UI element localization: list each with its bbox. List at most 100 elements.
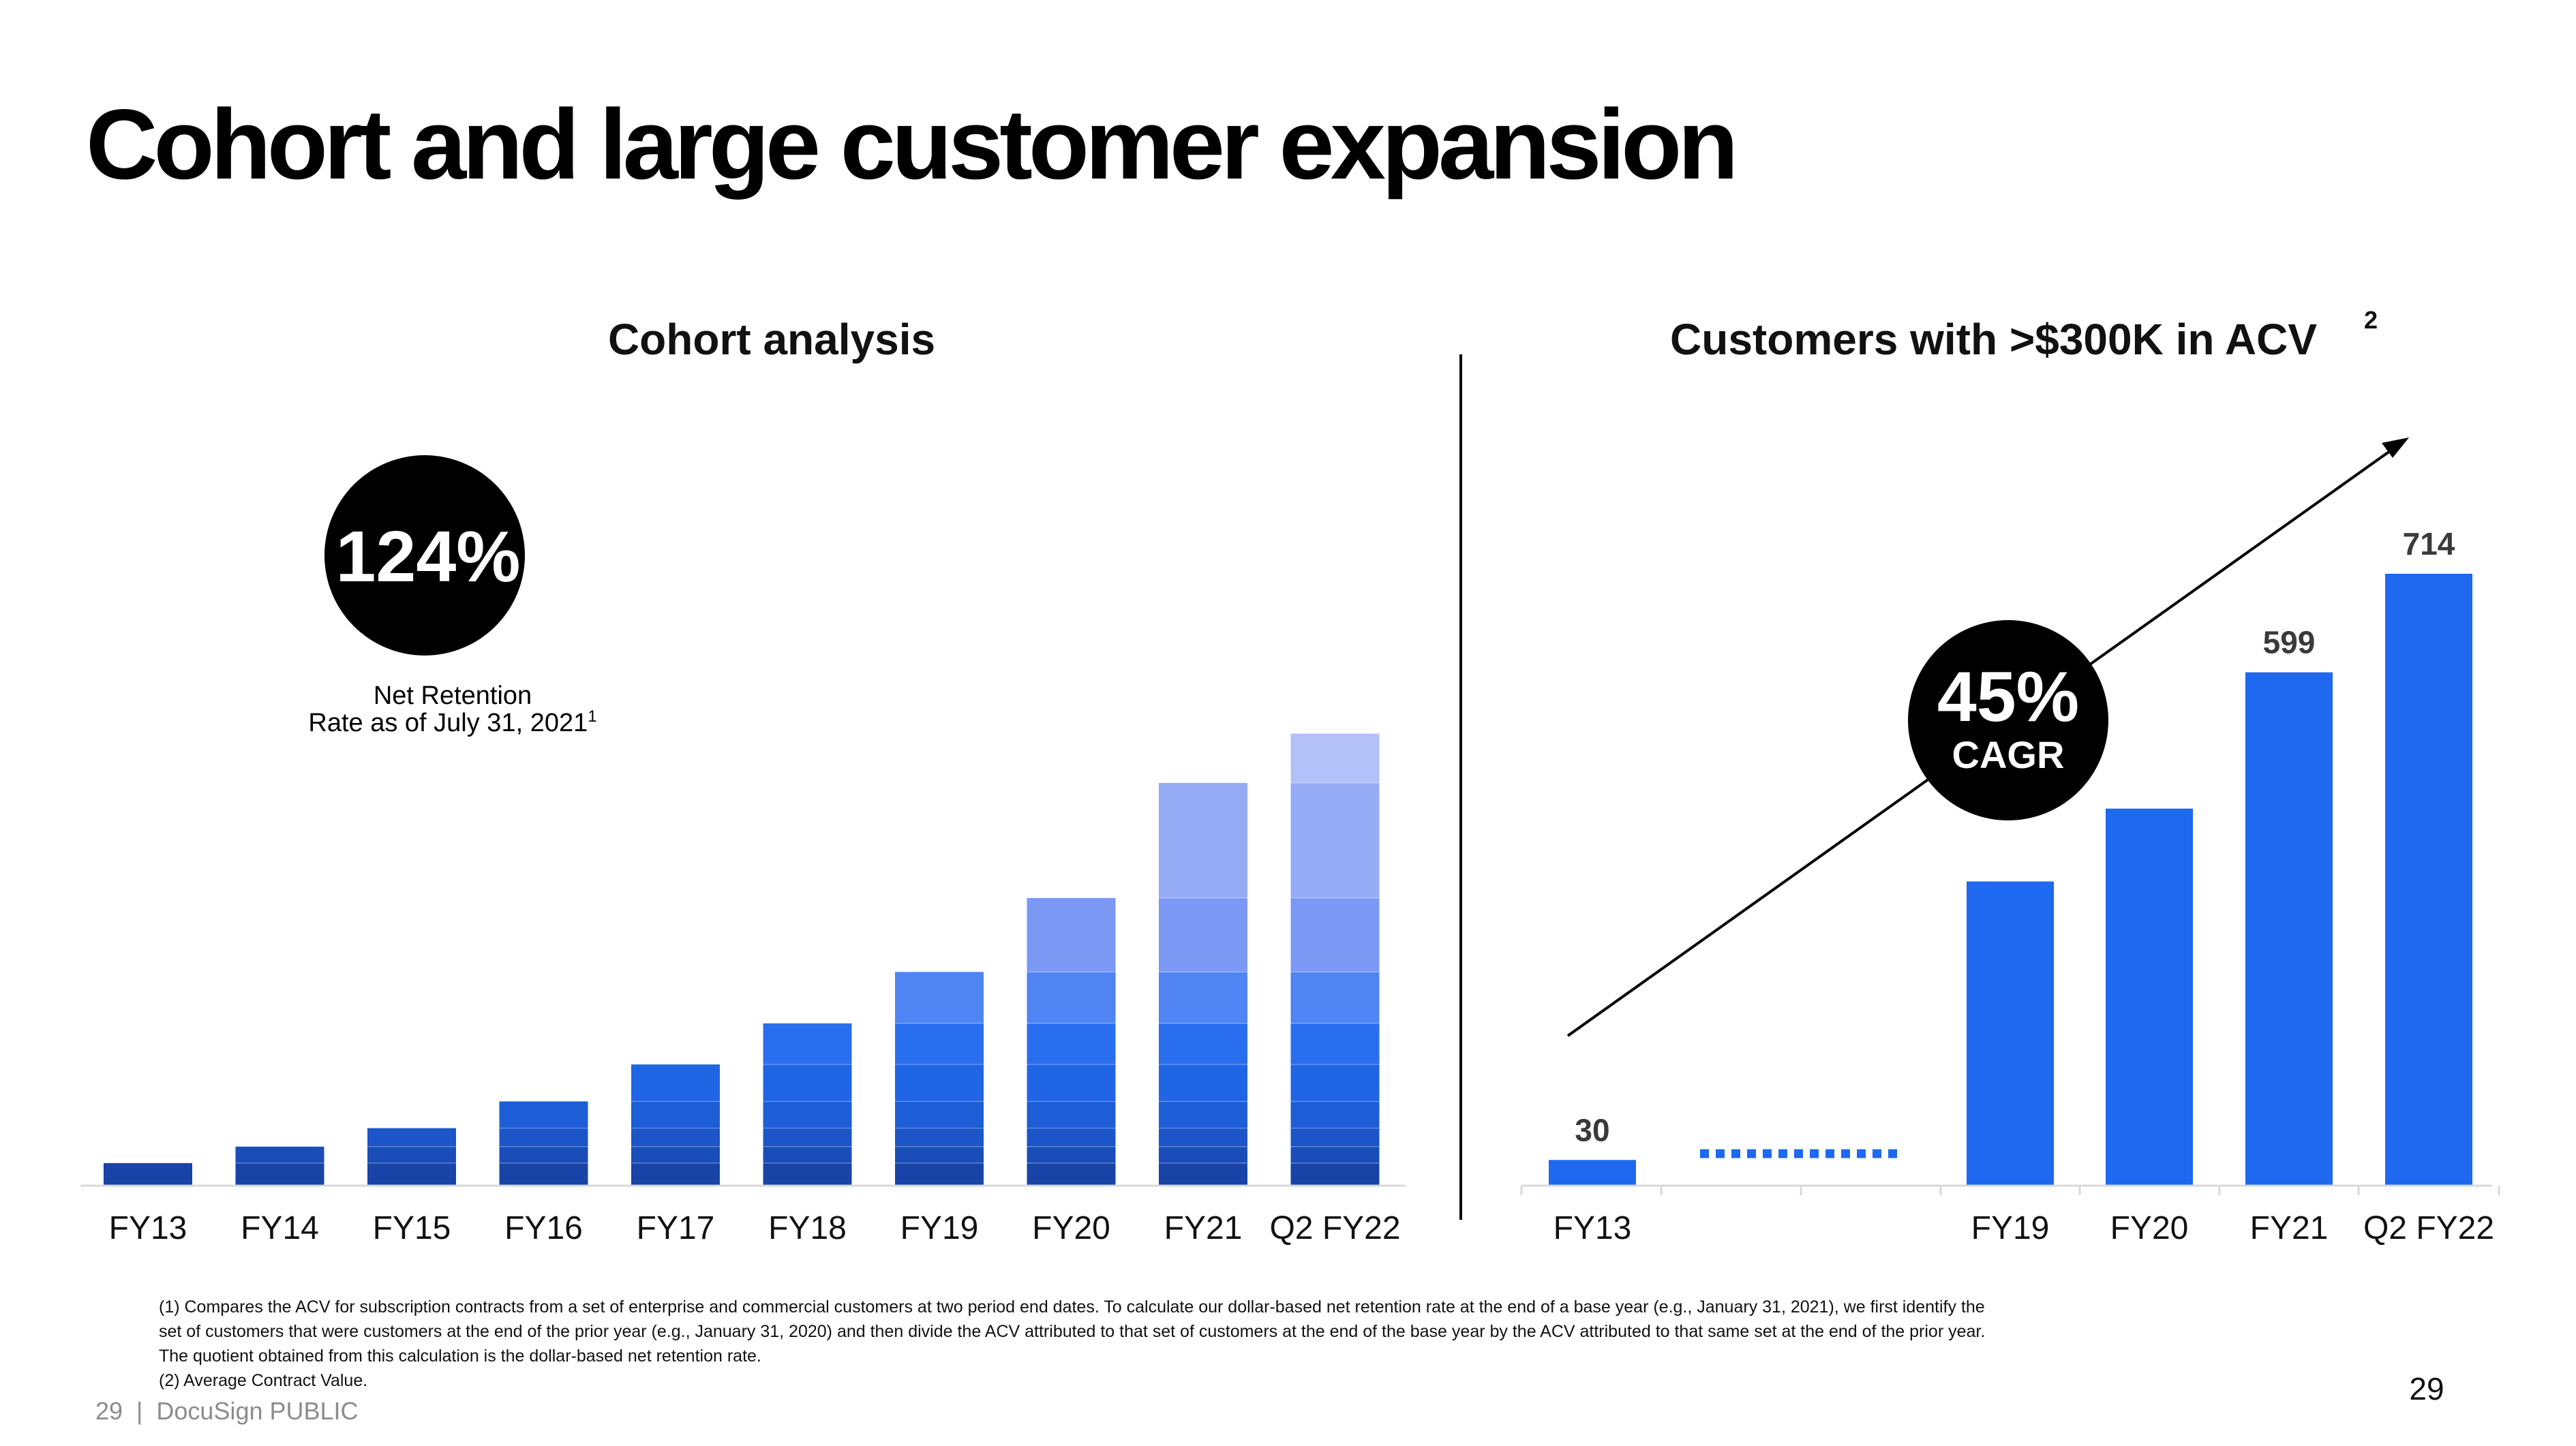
cohort-x-tick-label: FY17 xyxy=(637,1210,715,1246)
cohort-bar-segment xyxy=(235,1163,324,1186)
cohort-bar-segment xyxy=(895,1146,984,1163)
net-retention-badge xyxy=(324,455,525,656)
cohort-bar-segment xyxy=(1159,1101,1247,1128)
cohort-bar-segment xyxy=(1290,897,1380,972)
acv-chart-title-text: Customers with >$300K in ACV xyxy=(1670,315,2317,364)
cohort-bar-segment xyxy=(1290,782,1380,898)
cohort-x-tick-label: FY16 xyxy=(504,1210,583,1246)
cohort-x-tick-label: FY21 xyxy=(1164,1210,1243,1246)
acv-data-label: 599 xyxy=(2263,625,2316,660)
footer-label: 29 | DocuSign PUBLIC xyxy=(95,1397,359,1425)
footnote-line: (2) Average Contract Value. xyxy=(159,1371,368,1390)
cohort-x-tick-label: FY13 xyxy=(109,1210,187,1246)
cohort-bar-segment xyxy=(1159,972,1247,1024)
cohort-bar-segment xyxy=(631,1101,720,1128)
cohort-bar-segment xyxy=(1027,1023,1116,1065)
cohort-chart-title: Cohort analysis xyxy=(608,315,935,364)
cohort-bar-segment xyxy=(1159,1163,1247,1186)
page-number: 29 xyxy=(2409,1371,2444,1406)
cohort-bar-segment xyxy=(631,1146,720,1163)
cohort-bar-segment xyxy=(1290,972,1380,1024)
cagr-value: 45% xyxy=(1937,658,2079,737)
acv-data-label: 30 xyxy=(1575,1112,1609,1148)
acv-trend-arrowhead xyxy=(2382,437,2409,458)
cohort-bar-segment xyxy=(1027,1146,1116,1163)
cohort-bar-segment xyxy=(367,1163,456,1186)
acv-chart: Customers with >$300K in ACV 2 FY13 30 FY1… xyxy=(1520,306,2500,1246)
cohort-bar-segment xyxy=(1159,782,1247,898)
acv-bars xyxy=(1549,574,2472,1186)
cohort-bar-segment xyxy=(499,1101,588,1128)
acv-labels: FY13 30 FY19 FY20 FY21 599 Q2 FY22 714 xyxy=(1520,526,2500,1246)
cohort-bar-segment xyxy=(499,1146,588,1163)
cohort-bar-segment xyxy=(631,1128,720,1147)
cohort-bar-segment xyxy=(1290,1101,1380,1128)
cohort-bar-segment xyxy=(895,972,984,1024)
cohort-bar-segment xyxy=(1027,1163,1116,1186)
acv-bar xyxy=(2385,574,2472,1186)
cohort-bar-segment xyxy=(1159,897,1247,972)
footnote-line: The quotient obtained from this calculat… xyxy=(159,1347,761,1366)
cohort-bar-segment xyxy=(367,1146,456,1163)
cohort-bar-segment xyxy=(1027,1064,1116,1102)
acv-bar xyxy=(2106,808,2193,1186)
footnotes: (1) Compares the ACV for subscription co… xyxy=(159,1295,2272,1393)
cohort-x-tick-label: FY18 xyxy=(768,1210,847,1246)
cohort-bar-segment xyxy=(1159,1064,1247,1102)
cohort-bar-segment xyxy=(631,1064,720,1102)
cohort-bar-segment xyxy=(1159,1146,1247,1163)
cohort-bar-segment xyxy=(499,1163,588,1186)
cohort-bar-segment xyxy=(1027,1101,1116,1128)
net-retention-footnote-ref: 1 xyxy=(588,707,596,726)
cohort-bar-segment xyxy=(895,1163,984,1186)
cohort-bar-segment xyxy=(1290,1064,1380,1102)
cohort-x-tick-label: Q2 FY22 xyxy=(1269,1210,1400,1246)
acv-x-tick-label: FY20 xyxy=(2110,1210,2189,1246)
cohort-bars xyxy=(104,733,1380,1186)
cagr-label: CAGR xyxy=(1952,733,2065,776)
cohort-bar-segment xyxy=(763,1128,852,1147)
net-retention-caption-text: Rate as of July 31, 2021 xyxy=(308,709,588,737)
cohort-bar-segment xyxy=(1027,897,1116,972)
net-retention-caption-line2: Rate as of July 31, 20211 xyxy=(308,707,596,737)
page-title: Cohort and large customer expansion xyxy=(86,89,1735,200)
cohort-bar-segment xyxy=(763,1146,852,1163)
cagr-badge xyxy=(1908,620,2108,820)
cohort-bar-segment xyxy=(895,1023,984,1065)
net-retention-value: 124% xyxy=(335,517,520,597)
footnote-line: set of customers that were customers at … xyxy=(159,1322,1986,1341)
cohort-bar-segment xyxy=(1290,1146,1380,1163)
cohort-x-axis-labels: FY13 FY14 FY15 FY16 FY17 FY18 FY19 FY20 FY21 Q2 F… xyxy=(109,1210,1401,1246)
cohort-bar-segment xyxy=(367,1128,456,1147)
acv-data-label: 714 xyxy=(2403,526,2455,562)
cohort-bar-segment xyxy=(499,1128,588,1147)
acv-chart-title: Customers with >$300K in ACV xyxy=(1670,315,2317,364)
cohort-chart: Cohort analysis FY13 FY14 FY15 FY16 FY17 FY18… xyxy=(80,315,1406,1246)
cohort-x-tick-label: FY20 xyxy=(1032,1210,1110,1246)
cohort-bar-segment xyxy=(1159,1128,1247,1147)
cohort-bar-segment xyxy=(1290,1023,1380,1065)
cohort-bar-segment xyxy=(235,1146,324,1163)
cohort-bar-segment xyxy=(1290,733,1380,783)
net-retention-caption-line1: Net Retention xyxy=(374,681,532,710)
footnote-line: (1) Compares the ACV for subscription co… xyxy=(159,1297,1985,1317)
cohort-bar-segment xyxy=(763,1101,852,1128)
cohort-x-tick-label: FY14 xyxy=(241,1210,319,1246)
cohort-x-tick-label: FY15 xyxy=(373,1210,451,1246)
acv-x-tick-label: FY19 xyxy=(1971,1210,2050,1246)
cohort-bar-segment xyxy=(895,1128,984,1147)
cohort-bar-segment xyxy=(1290,1163,1380,1186)
cohort-bar-segment xyxy=(631,1163,720,1186)
acv-bar xyxy=(1549,1160,1636,1186)
acv-chart-title-footnote-ref: 2 xyxy=(2364,306,2378,334)
acv-x-tick-label: FY21 xyxy=(2250,1210,2329,1246)
acv-x-tick-label: FY13 xyxy=(1554,1210,1632,1246)
cohort-bar-segment xyxy=(763,1163,852,1186)
cohort-bar-segment xyxy=(763,1023,852,1065)
cohort-x-tick-label: FY19 xyxy=(900,1210,979,1246)
cohort-bar-segment xyxy=(104,1163,192,1186)
cohort-bar-segment xyxy=(895,1101,984,1128)
cohort-bar-segment xyxy=(1290,1128,1380,1147)
acv-bar xyxy=(2245,672,2333,1186)
